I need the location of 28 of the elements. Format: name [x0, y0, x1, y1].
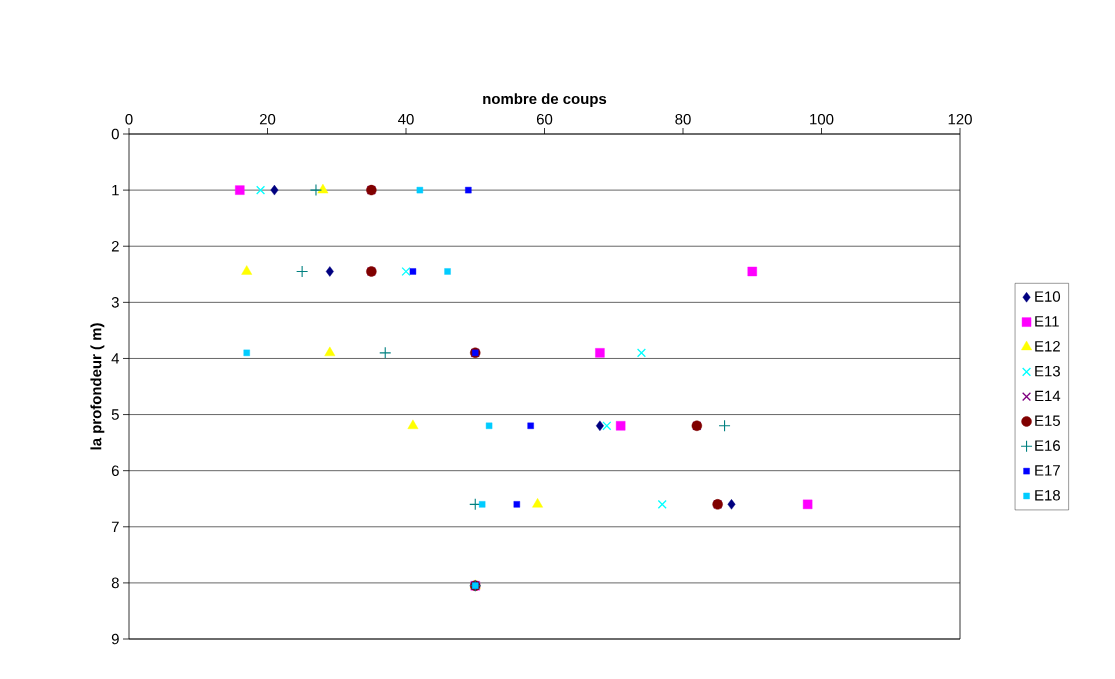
y-tick-label: 3 [111, 297, 119, 308]
x-tick-label: 0 [125, 113, 133, 125]
legend-label: E16 [1035, 440, 1060, 451]
y-tick-label: 1 [112, 184, 119, 196]
y-tick-label: 2 [111, 241, 119, 252]
x-tick-label: 40 [398, 113, 414, 125]
legend-label: E11 [1035, 316, 1059, 327]
legend-label: E12 [1035, 340, 1060, 352]
y-axis-title: la profondeur ( m) [90, 323, 105, 450]
legend-label: E15 [1035, 415, 1061, 426]
legend-label: E14 [1035, 390, 1061, 402]
x-axis-title: nombre de coups [483, 93, 607, 108]
x-tick-label: 20 [259, 113, 276, 125]
x-tick-label: 120 [948, 113, 972, 125]
x-tick-label: 80 [675, 113, 691, 125]
legend-label: E18 [1035, 489, 1060, 501]
legend-label: E10 [1035, 291, 1061, 302]
y-tick-label: 8 [111, 577, 119, 589]
legend-label: E13 [1035, 365, 1060, 377]
y-tick-label: 6 [111, 465, 119, 476]
y-tick-label: 7 [111, 521, 119, 532]
legend-label: E17 [1035, 465, 1060, 476]
y-tick-label: 4 [111, 353, 120, 364]
y-tick-label: 0 [111, 128, 119, 140]
x-tick-label: 100 [810, 113, 834, 125]
y-tick-label: 9 [111, 633, 119, 645]
x-tick-label: 60 [536, 113, 553, 125]
y-tick-label: 5 [111, 409, 119, 420]
